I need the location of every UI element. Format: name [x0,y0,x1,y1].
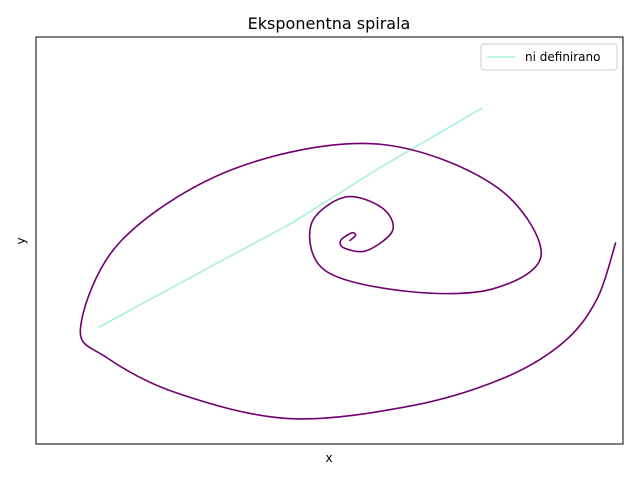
plot-layer [79,107,617,420]
legend: ni definirano [480,43,618,71]
legend-label: ni definirano [525,50,601,64]
legend-box [480,43,618,71]
x-axis-label: x [325,451,332,465]
axes-frame [35,36,624,445]
chart-title: Eksponentna spirala [248,14,411,33]
y-axis-label: y [14,237,28,244]
series-line-spiral [79,142,617,420]
series-line-ni-definirano [98,107,483,328]
